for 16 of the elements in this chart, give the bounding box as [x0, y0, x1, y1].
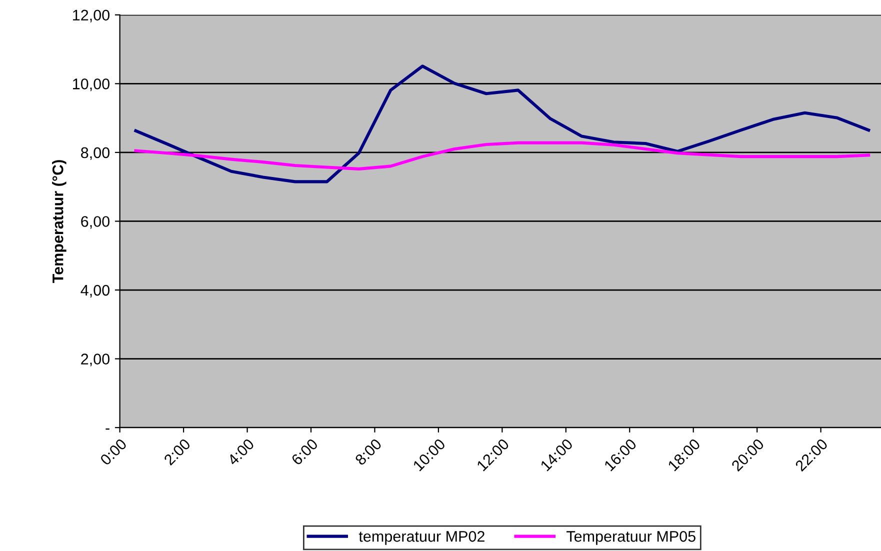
y-axis-title: Temperatuur (°C) [52, 160, 66, 283]
line-series [134, 141, 870, 170]
y-tick-label: 8,00 [81, 147, 110, 160]
y-tick-label: - [106, 428, 110, 430]
y-tick-label: 2,00 [81, 354, 110, 366]
x-tick-label: 0:00 [100, 438, 128, 466]
y-tick-label: 6,00 [81, 216, 110, 229]
y-tick-label: 10,00 [73, 78, 110, 92]
line-series [134, 64, 870, 184]
legend-label: temperatuur MP02 [358, 530, 484, 545]
x-tick-label: 8:00 [354, 438, 382, 466]
y-tick-label: 12,00 [73, 10, 110, 22]
y-tick-label: 4,00 [80, 284, 110, 298]
x-tick-label: 4:00 [226, 438, 255, 466]
legend-label: Temperatuur MP05 [566, 530, 696, 545]
x-tick-label: 6:00 [290, 438, 319, 466]
